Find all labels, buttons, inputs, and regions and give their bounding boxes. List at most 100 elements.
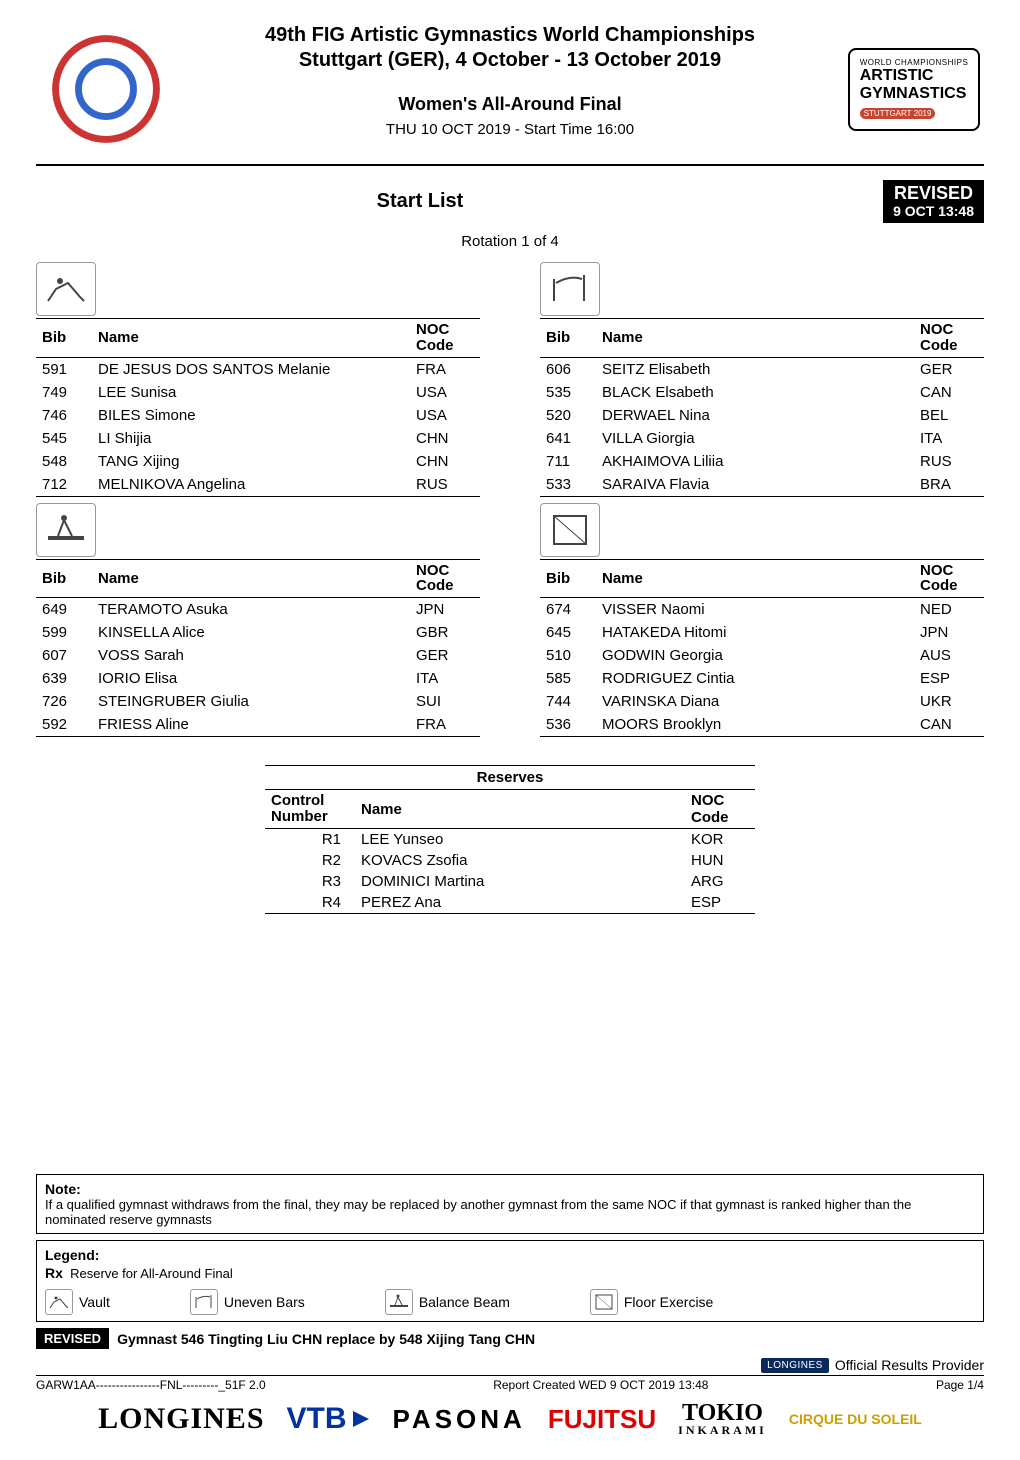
table-row: 746BILES SimoneUSA [36, 404, 480, 427]
table-row: 641VILLA GiorgiaITA [540, 427, 984, 450]
header-rule [36, 164, 984, 166]
cell-name: VARINSKA Diana [596, 690, 914, 713]
note-label: Note: [45, 1181, 81, 1197]
legend-label: Legend: [45, 1247, 99, 1263]
revised-label: REVISED [893, 184, 974, 204]
table-row: 533SARAIVA FlaviaBRA [540, 473, 984, 497]
cell-name: SARAIVA Flavia [596, 473, 914, 497]
cell-noc: AUS [914, 644, 984, 667]
cell-control: R1 [265, 829, 355, 851]
header: 49th FIG Artistic Gymnastics World Champ… [36, 24, 984, 154]
group-2-body: 649TERAMOTO AsukaJPN599KINSELLA AliceGBR… [36, 598, 480, 737]
legend-item: Uneven Bars [190, 1289, 305, 1315]
revised-badge: REVISED 9 OCT 13:48 [883, 180, 984, 223]
meta-row: GARW1AA----------------FNL---------_51F … [36, 1375, 984, 1392]
col-bib: Bib [36, 319, 92, 358]
provider-label: Official Results Provider [835, 1357, 984, 1373]
table-row: 591DE JESUS DOS SANTOS MelanieFRA [36, 357, 480, 381]
cell-name: VOSS Sarah [92, 644, 410, 667]
col-noc: NOCCode [685, 790, 755, 829]
group-3-body: 606SEITZ ElisabethGER535BLACK ElsabethCA… [540, 357, 984, 496]
revised-bar: REVISED Gymnast 546 Tingting Liu CHN rep… [36, 1328, 984, 1349]
cell-noc: ARG [685, 871, 755, 892]
championship-title-line1: 49th FIG Artistic Gymnastics World Champ… [194, 24, 826, 47]
col-name: Name [92, 559, 410, 598]
cell-noc: ITA [914, 427, 984, 450]
logo-line2: GYMNASTICS [860, 85, 969, 103]
balance-beam-icon [385, 1289, 413, 1315]
cell-name: TANG Xijing [92, 450, 410, 473]
cell-noc: KOR [685, 829, 755, 851]
cell-noc: GBR [410, 621, 480, 644]
col-control: ControlNumber [265, 790, 355, 829]
cell-name: AKHAIMOVA Liliia [596, 450, 914, 473]
group-table-3: Bib Name NOCCode 606SEITZ ElisabethGER53… [540, 318, 984, 497]
col-name: Name [92, 319, 410, 358]
cell-noc: GER [914, 357, 984, 381]
legend-rx: Rx [45, 1265, 63, 1281]
table-row: 726STEINGRUBER GiuliaSUI [36, 690, 480, 713]
table-row: R4PEREZ AnaESP [265, 892, 755, 914]
balance-beam-icon [36, 503, 96, 557]
cell-control: R2 [265, 850, 355, 871]
legend-item-label: Balance Beam [419, 1294, 510, 1310]
table-row: 645HATAKEDA HitomiJPN [540, 621, 984, 644]
header-center: 49th FIG Artistic Gymnastics World Champ… [194, 24, 826, 138]
artistic-gymnastics-logo: WORLD CHAMPIONSHIPS ARTISTIC GYMNASTICS … [844, 24, 984, 154]
table-row: 639IORIO ElisaITA [36, 667, 480, 690]
legend-apparatus-row: Vault Uneven Bars Balance Beam Floor Exerci… [45, 1289, 975, 1315]
note-text: If a qualified gymnast withdraws from th… [45, 1197, 911, 1227]
table-row: 592FRIESS AlineFRA [36, 713, 480, 737]
cell-bib: 607 [36, 644, 92, 667]
cell-bib: 599 [36, 621, 92, 644]
cell-bib: 726 [36, 690, 92, 713]
rotation-label: Rotation 1 of 4 [36, 233, 984, 250]
cell-name: MOORS Brooklyn [596, 713, 914, 737]
start-list-row: Start List REVISED 9 OCT 13:48 [36, 180, 984, 223]
cell-bib: 645 [540, 621, 596, 644]
cell-noc: BEL [914, 404, 984, 427]
championship-title-line2: Stuttgart (GER), 4 October - 13 October … [194, 49, 826, 72]
cell-name: KOVACS Zsofia [355, 850, 685, 871]
floor-exercise-icon [540, 503, 600, 557]
cell-control: R4 [265, 892, 355, 914]
col-bib: Bib [36, 559, 92, 598]
cell-bib: 536 [540, 713, 596, 737]
cell-noc: ITA [410, 667, 480, 690]
table-row: 548TANG XijingCHN [36, 450, 480, 473]
cell-bib: 533 [540, 473, 596, 497]
cell-bib: 510 [540, 644, 596, 667]
cell-noc: CAN [914, 381, 984, 404]
cell-noc: CHN [410, 427, 480, 450]
fig-logo [36, 24, 176, 154]
revised-tag: REVISED [36, 1328, 109, 1349]
floor-exercise-icon [590, 1289, 618, 1315]
cell-name: LEE Sunisa [92, 381, 410, 404]
cell-bib: 744 [540, 690, 596, 713]
meta-center: Report Created WED 9 OCT 2019 13:48 [493, 1378, 708, 1392]
cell-noc: FRA [410, 357, 480, 381]
legend-item: Vault [45, 1289, 110, 1315]
cell-bib: 535 [540, 381, 596, 404]
cell-name: DOMINICI Martina [355, 871, 685, 892]
col-noc: NOCCode [410, 319, 480, 358]
group-table-1: Bib Name NOCCode 591DE JESUS DOS SANTOS … [36, 318, 480, 497]
table-row: 535BLACK ElsabethCAN [540, 381, 984, 404]
legend-item: Floor Exercise [590, 1289, 713, 1315]
sponsor-strip: LONGINES VTB PASONA FUJITSU TOKIO INKARA… [36, 1402, 984, 1436]
col-noc: NOCCode [410, 559, 480, 598]
legend-item: Balance Beam [385, 1289, 510, 1315]
table-row: 649TERAMOTO AsukaJPN [36, 598, 480, 622]
cell-name: DE JESUS DOS SANTOS Melanie [92, 357, 410, 381]
table-row: 711AKHAIMOVA LiliiaRUS [540, 450, 984, 473]
vault-icon [36, 262, 96, 316]
table-row: 536MOORS BrooklynCAN [540, 713, 984, 737]
cell-bib: 545 [36, 427, 92, 450]
cell-name: LEE Yunseo [355, 829, 685, 851]
table-row: 607VOSS SarahGER [36, 644, 480, 667]
cell-bib: 674 [540, 598, 596, 622]
col-noc: NOCCode [914, 559, 984, 598]
cell-name: BILES Simone [92, 404, 410, 427]
left-column: Bib Name NOCCode 591DE JESUS DOS SANTOS … [36, 256, 480, 737]
table-row: 545LI ShijiaCHN [36, 427, 480, 450]
